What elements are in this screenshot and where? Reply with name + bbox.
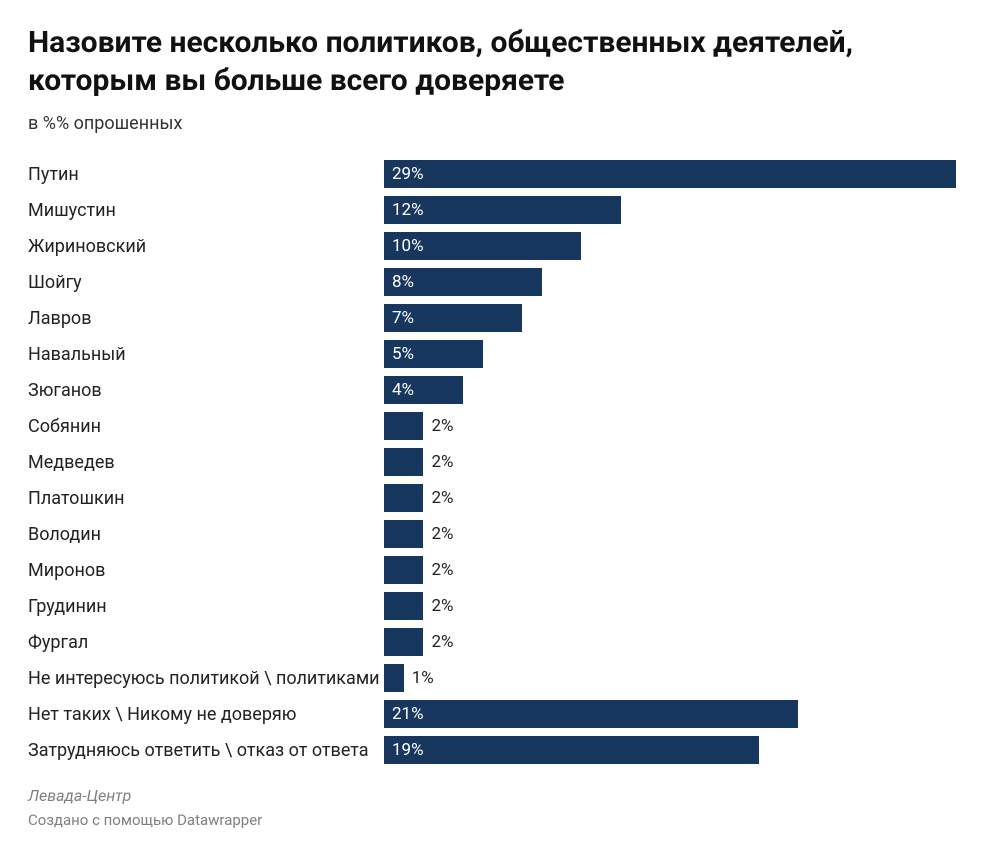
bar-label: Путин (28, 164, 384, 185)
bar-label: Нет таких \ Никому не доверяю (28, 704, 384, 725)
bar-value: 2% (423, 596, 461, 616)
table-row: Платошкин 2% (28, 480, 956, 516)
table-row: Жириновский10% (28, 228, 956, 264)
table-row: Зюганов4% (28, 372, 956, 408)
bar-value: 12% (384, 200, 432, 220)
bar-value: 2% (423, 488, 461, 508)
table-row: Навальный5% (28, 336, 956, 372)
bar-track: 10% (384, 232, 956, 260)
bar (384, 484, 423, 512)
chart-source: Левада-Центр (28, 786, 956, 805)
bar-track: 2% (384, 448, 956, 476)
bar (384, 664, 404, 692)
bar-label: Мишустин (28, 200, 384, 221)
bar-track: 12% (384, 196, 956, 224)
bar (384, 520, 423, 548)
bar (384, 592, 423, 620)
table-row: Лавров7% (28, 300, 956, 336)
bar: 21% (384, 700, 798, 728)
bar-value: 1% (404, 668, 442, 688)
bar-track: 21% (384, 700, 956, 728)
bar-label: Жириновский (28, 236, 384, 257)
bar-value: 2% (423, 560, 461, 580)
bar-value: 2% (423, 632, 461, 652)
bar-track: 2% (384, 556, 956, 584)
bar-track: 29% (384, 160, 956, 188)
bar-value: 8% (384, 272, 422, 292)
bar (384, 448, 423, 476)
bar-label: Медведев (28, 452, 384, 473)
table-row: Грудинин 2% (28, 588, 956, 624)
bar-label: Затрудняюсь ответить \ отказ от ответа (28, 740, 384, 761)
chart-attribution: Создано с помощью Datawrapper (28, 811, 956, 829)
bar-label: Не интересуюсь политикой \ политиками (28, 668, 384, 689)
chart-title: Назовите несколько политиков, общественн… (28, 24, 956, 99)
bar-label: Зюганов (28, 380, 384, 401)
table-row: Нет таких \ Никому не доверяю21% (28, 696, 956, 732)
table-row: Мишустин12% (28, 192, 956, 228)
bar-label: Навальный (28, 344, 384, 365)
bar-track: 7% (384, 304, 956, 332)
bar: 12% (384, 196, 621, 224)
bar-label: Фургал (28, 632, 384, 653)
bar-value: 2% (423, 416, 461, 436)
table-row: Путин29% (28, 156, 956, 192)
bar-value: 29% (384, 164, 432, 184)
bar-label: Платошкин (28, 488, 384, 509)
bar-track: 2% (384, 592, 956, 620)
bar-value: 7% (384, 308, 422, 328)
bar (384, 556, 423, 584)
bar-label: Шойгу (28, 272, 384, 293)
bar-label: Лавров (28, 308, 384, 329)
bar-value: 2% (423, 452, 461, 472)
bar-value: 4% (384, 380, 422, 400)
bar-track: 2% (384, 484, 956, 512)
table-row: Собянин 2% (28, 408, 956, 444)
bar: 19% (384, 736, 759, 764)
bar-value: 19% (384, 740, 432, 760)
table-row: Не интересуюсь политикой \ политиками 1% (28, 660, 956, 696)
bar-track: 4% (384, 376, 956, 404)
bar-value: 21% (384, 704, 432, 724)
chart-container: Назовите несколько политиков, общественн… (0, 0, 984, 849)
bar-value: 2% (423, 524, 461, 544)
bar-track: 5% (384, 340, 956, 368)
bar-label: Грудинин (28, 596, 384, 617)
bar: 5% (384, 340, 483, 368)
bar-value: 10% (384, 236, 432, 256)
bar-track: 1% (384, 664, 956, 692)
bar (384, 412, 423, 440)
table-row: Медведев 2% (28, 444, 956, 480)
bar-track: 2% (384, 412, 956, 440)
bar-label: Володин (28, 524, 384, 545)
bar: 7% (384, 304, 522, 332)
bar-track: 19% (384, 736, 956, 764)
bar-track: 2% (384, 520, 956, 548)
bar-chart-rows: Путин29%Мишустин12%Жириновский10%Шойгу8%… (28, 156, 956, 768)
bar-track: 8% (384, 268, 956, 296)
bar-track: 2% (384, 628, 956, 656)
table-row: Миронов 2% (28, 552, 956, 588)
chart-subtitle: в %% опрошенных (28, 113, 956, 134)
bar: 10% (384, 232, 581, 260)
bar: 8% (384, 268, 542, 296)
bar-label: Собянин (28, 416, 384, 437)
table-row: Володин 2% (28, 516, 956, 552)
table-row: Затрудняюсь ответить \ отказ от ответа19… (28, 732, 956, 768)
bar: 4% (384, 376, 463, 404)
bar-label: Миронов (28, 560, 384, 581)
bar-value: 5% (384, 344, 422, 364)
bar: 29% (384, 160, 956, 188)
bar (384, 628, 423, 656)
table-row: Шойгу8% (28, 264, 956, 300)
table-row: Фургал 2% (28, 624, 956, 660)
